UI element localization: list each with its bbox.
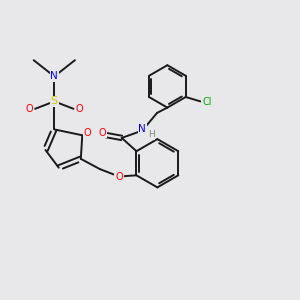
- Text: O: O: [84, 128, 92, 138]
- Text: O: O: [115, 172, 123, 182]
- Text: H: H: [148, 130, 154, 140]
- Text: N: N: [139, 124, 146, 134]
- Text: Cl: Cl: [202, 97, 212, 107]
- Text: O: O: [26, 104, 33, 114]
- Text: O: O: [98, 128, 106, 138]
- Text: O: O: [76, 104, 83, 114]
- Text: S: S: [51, 96, 58, 106]
- Text: N: N: [50, 71, 58, 81]
